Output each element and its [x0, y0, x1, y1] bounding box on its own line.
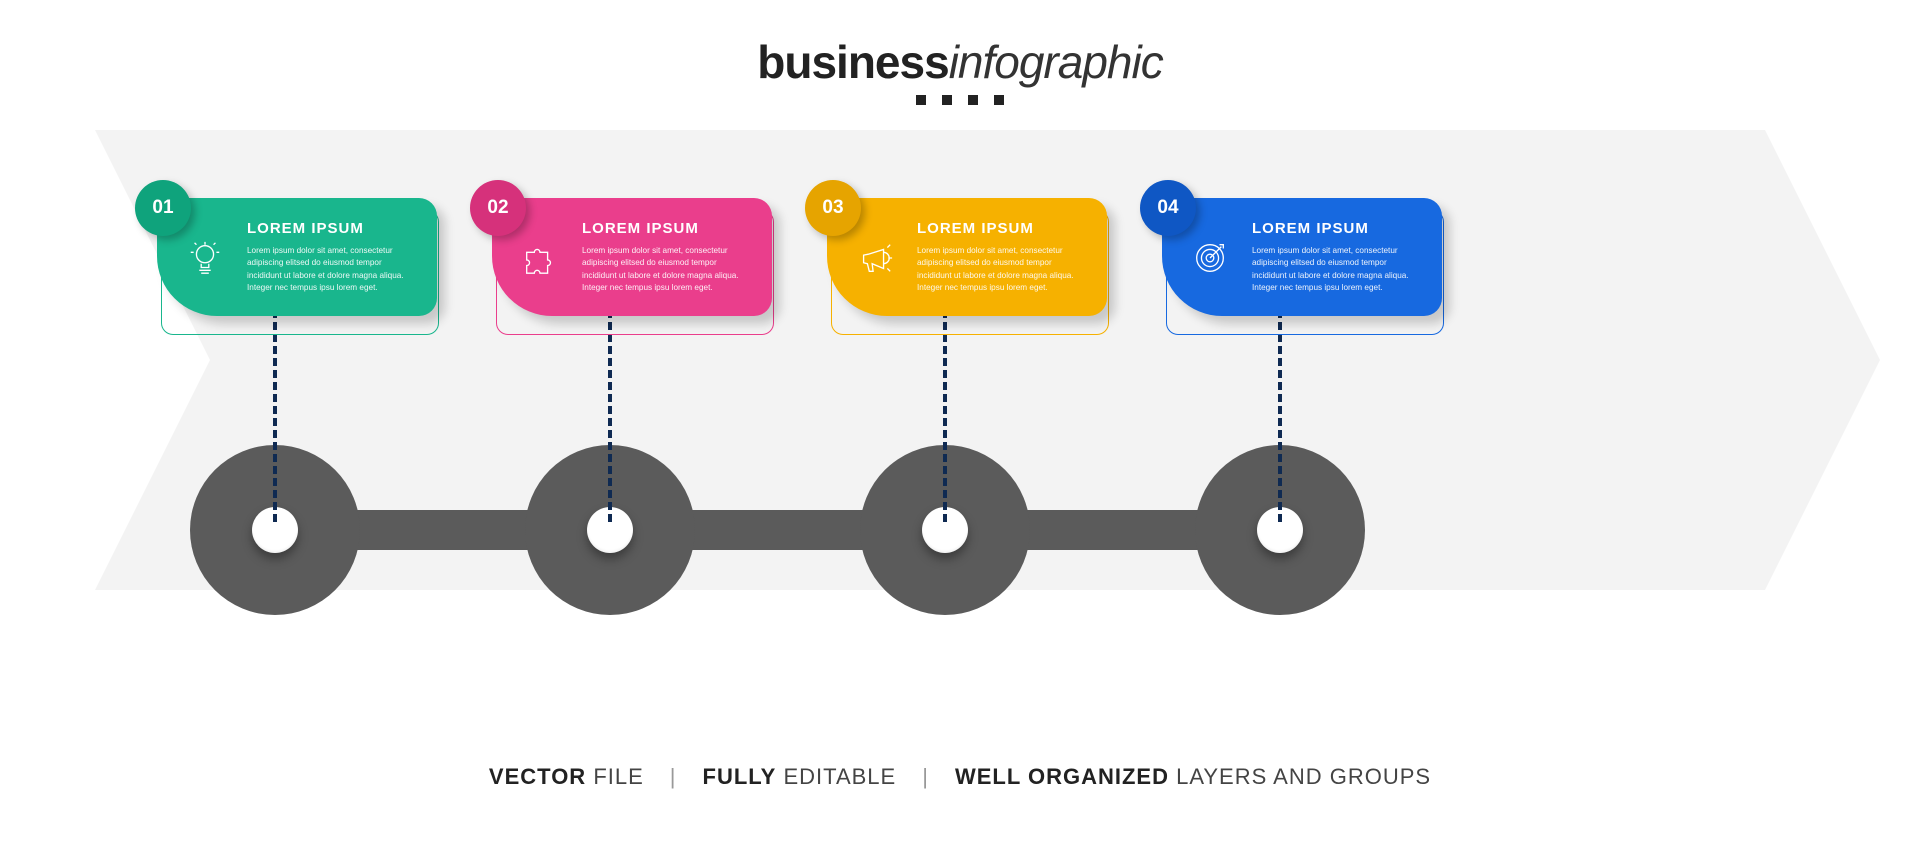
footer: VECTOR FILE | FULLY EDITABLE | WELL ORGANIZE…	[0, 764, 1920, 790]
footer-bold: WELL ORGANIZED	[955, 764, 1169, 789]
puzzle-icon	[510, 228, 570, 288]
step-number: 04	[1140, 180, 1196, 236]
bulb-icon	[175, 228, 235, 288]
title-dots	[0, 92, 1920, 110]
connector-dash	[1278, 310, 1282, 522]
footer-sep: |	[670, 764, 677, 789]
step-title: LOREM IPSUM	[917, 220, 1085, 237]
page-title: businessinfographic	[0, 35, 1920, 89]
footer-sep: |	[922, 764, 929, 789]
footer-text: FILE	[586, 764, 644, 789]
step-number: 02	[470, 180, 526, 236]
footer-text: LAYERS AND GROUPS	[1169, 764, 1431, 789]
step-title: LOREM IPSUM	[247, 220, 415, 237]
step-body: Lorem ipsum dolor sit amet, consectetur …	[917, 245, 1085, 294]
connector-dash	[943, 310, 947, 522]
step-body: Lorem ipsum dolor sit amet, consectetur …	[582, 245, 750, 294]
footer-text: EDITABLE	[776, 764, 896, 789]
title-italic: infographic	[949, 36, 1163, 88]
footer-bold: FULLY	[703, 764, 777, 789]
megaphone-icon	[845, 228, 905, 288]
step-title: LOREM IPSUM	[582, 220, 750, 237]
step-title: LOREM IPSUM	[1252, 220, 1420, 237]
title-bold: business	[757, 36, 948, 88]
connector-dash	[608, 310, 612, 522]
step-number: 03	[805, 180, 861, 236]
footer-bold: VECTOR	[489, 764, 586, 789]
step-body: Lorem ipsum dolor sit amet, consectetur …	[247, 245, 415, 294]
step-body: Lorem ipsum dolor sit amet, consectetur …	[1252, 245, 1420, 294]
connector-dash	[273, 310, 277, 522]
infographic-stage: businessinfographic LOREM IPSUM Lorem ipsu…	[0, 0, 1920, 845]
target-icon	[1180, 228, 1240, 288]
step-number: 01	[135, 180, 191, 236]
